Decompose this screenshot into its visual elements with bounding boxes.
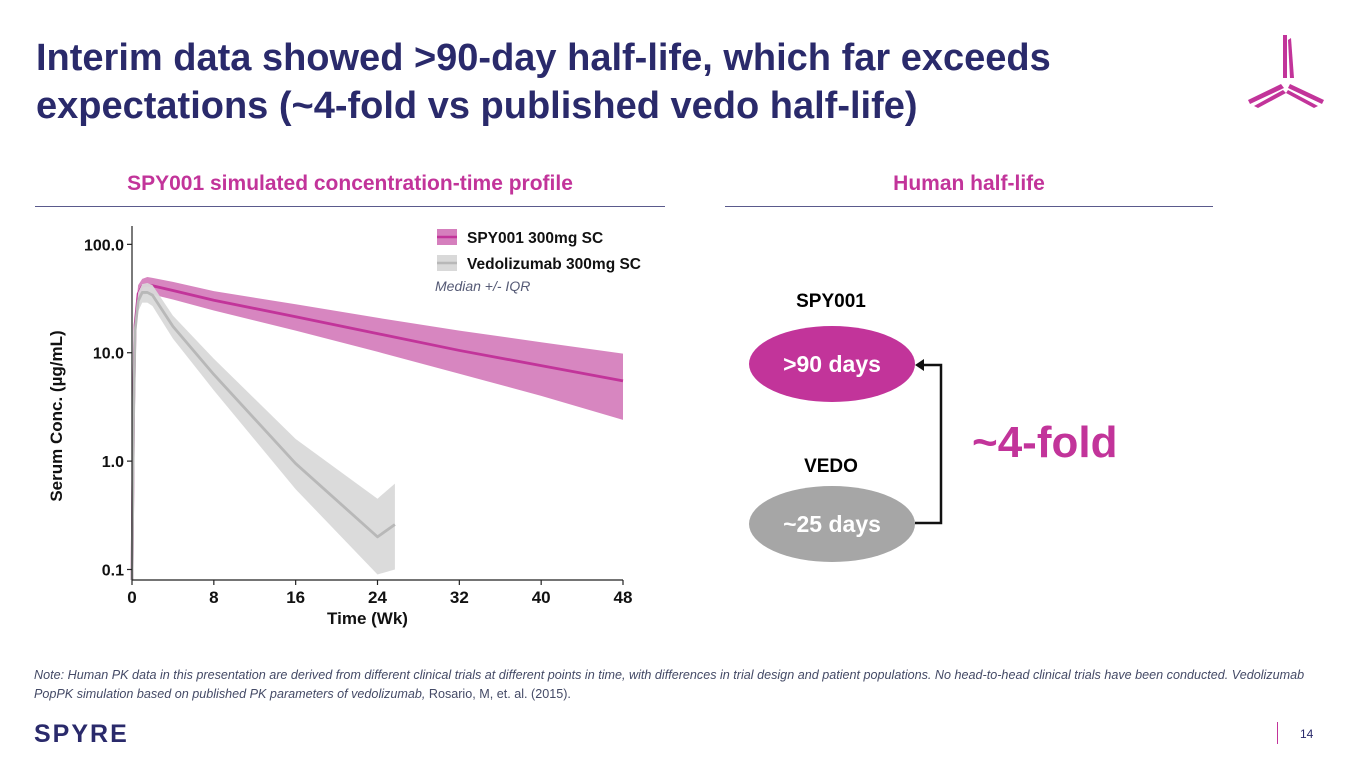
x-tick-label: 24: [368, 588, 387, 607]
spyre-logo: SPYRE: [34, 720, 129, 746]
x-tick-label: 0: [127, 588, 136, 607]
y-tick-label: 100.0: [84, 237, 124, 254]
spy001-half-life-value: >90 days: [783, 350, 881, 377]
vedo-half-life-oval: ~25 days: [749, 486, 915, 562]
spy001-half-life-label: SPY001: [796, 291, 866, 312]
footer-divider: [1277, 722, 1278, 744]
vedo-half-life-value: ~25 days: [783, 510, 881, 537]
footnote-citation: Rosario, M, et. al. (2015).: [425, 687, 571, 701]
chart-section-divider: [35, 206, 665, 207]
x-tick-label: 16: [286, 588, 305, 607]
chart-section-heading: SPY001 simulated concentration-time prof…: [127, 172, 573, 195]
concentration-time-chart: 0.1 1.0 10.0 100.0 0 8 16 24 32 40 48 Time (Wk) Seru…: [47, 226, 641, 628]
page-title: Interim data showed >90-day half-life, w…: [36, 37, 1051, 127]
spy001-half-life-oval: >90 days: [749, 326, 915, 402]
x-tick-label: 32: [450, 588, 469, 607]
footnote-text: Note: Human PK data in this presentation…: [34, 668, 1305, 701]
fold-difference-callout: ~4-fold: [972, 418, 1118, 467]
x-tick-label: 8: [209, 588, 218, 607]
footnote: Note: Human PK data in this presentation…: [34, 666, 1324, 704]
chart-annotation: Median +/- IQR: [435, 278, 530, 294]
y-tick-label: 0.1: [102, 562, 124, 579]
spy001-iqr-band: [132, 276, 623, 580]
y-tick-label: 10.0: [93, 346, 124, 363]
x-tick-label: 48: [614, 588, 633, 607]
half-life-section-heading: Human half-life: [893, 172, 1045, 195]
x-tick-label: 40: [532, 588, 551, 607]
fold-comparison-bracket: [915, 359, 943, 525]
x-axis-title: Time (Wk): [327, 609, 408, 628]
y-axis-title: Serum Conc. (µg/mL): [47, 330, 66, 501]
page-number: 14: [1300, 727, 1314, 741]
brand-wordmark: SPYRE: [34, 720, 129, 746]
vedo-half-life-label: VEDO: [804, 456, 858, 477]
spy001-legend-label: SPY001 300mg SC: [467, 230, 603, 247]
vedolizumab-legend-label: Vedolizumab 300mg SC: [467, 256, 641, 273]
y-tick-label: 1.0: [102, 454, 124, 471]
bracket-arrowhead-icon: [915, 359, 924, 371]
half-life-section-divider: [725, 206, 1213, 207]
brand-logo-icon: [1248, 35, 1324, 108]
vedolizumab-median-line: [130, 291, 396, 581]
